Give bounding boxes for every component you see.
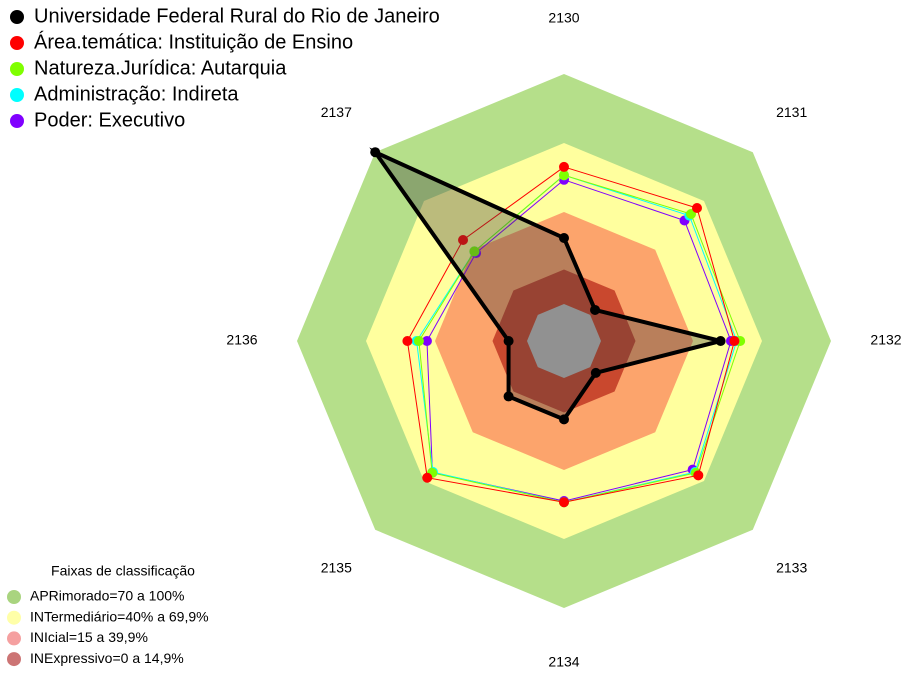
- legend-swatch: [10, 88, 24, 102]
- band-swatch: [7, 590, 21, 604]
- point: [692, 202, 703, 213]
- band-label: INExpressivo=0 a 14,9%: [30, 650, 184, 666]
- band-label: APRimorado=70 a 100%: [30, 588, 185, 604]
- point: [503, 391, 514, 402]
- legend-label: Natureza.Jurídica: Autarquia: [34, 57, 287, 79]
- point: [693, 470, 704, 481]
- band-swatch: [7, 631, 21, 646]
- point: [559, 414, 569, 425]
- point: [458, 235, 469, 246]
- point: [469, 246, 480, 257]
- legend-label: Área.temática: Instituição de Ensino: [34, 30, 353, 53]
- band-label: INIcial=15 a 39,9%: [30, 629, 148, 645]
- point: [559, 497, 569, 508]
- band-swatch: [7, 610, 21, 625]
- legend-label: Administração: Indireta: [34, 83, 239, 105]
- bands-title: Faixas de classificação: [51, 563, 195, 579]
- point: [729, 336, 740, 346]
- axis-label: 2137: [321, 104, 352, 120]
- legend-swatch: [10, 62, 24, 76]
- point: [559, 170, 569, 181]
- point: [370, 147, 381, 158]
- axis-label: 2132: [870, 332, 901, 348]
- legend-swatch: [10, 36, 24, 50]
- point: [413, 336, 424, 346]
- legend-swatch: [10, 114, 24, 128]
- center-hole: [527, 304, 601, 378]
- axis-label: 2135: [321, 559, 352, 575]
- point: [503, 336, 514, 346]
- point: [559, 161, 569, 172]
- point: [421, 336, 432, 346]
- point: [590, 304, 601, 315]
- legend-swatch: [10, 10, 24, 24]
- point: [422, 472, 433, 483]
- axis-label: 2134: [548, 654, 579, 670]
- axis-label: 2130: [548, 10, 579, 26]
- band-label: INTermediário=40% a 69,9%: [30, 608, 209, 624]
- legend-label: Poder: Executivo: [34, 109, 185, 131]
- axis-label: 2133: [776, 559, 807, 575]
- band-swatch: [7, 652, 21, 667]
- point: [590, 367, 601, 378]
- point: [402, 336, 413, 346]
- legend-label: Universidade Federal Rural do Rio de Jan…: [34, 5, 440, 27]
- point: [715, 336, 726, 346]
- axis-label: 2131: [776, 104, 807, 120]
- axis-label: 2136: [226, 332, 257, 348]
- point: [559, 232, 569, 243]
